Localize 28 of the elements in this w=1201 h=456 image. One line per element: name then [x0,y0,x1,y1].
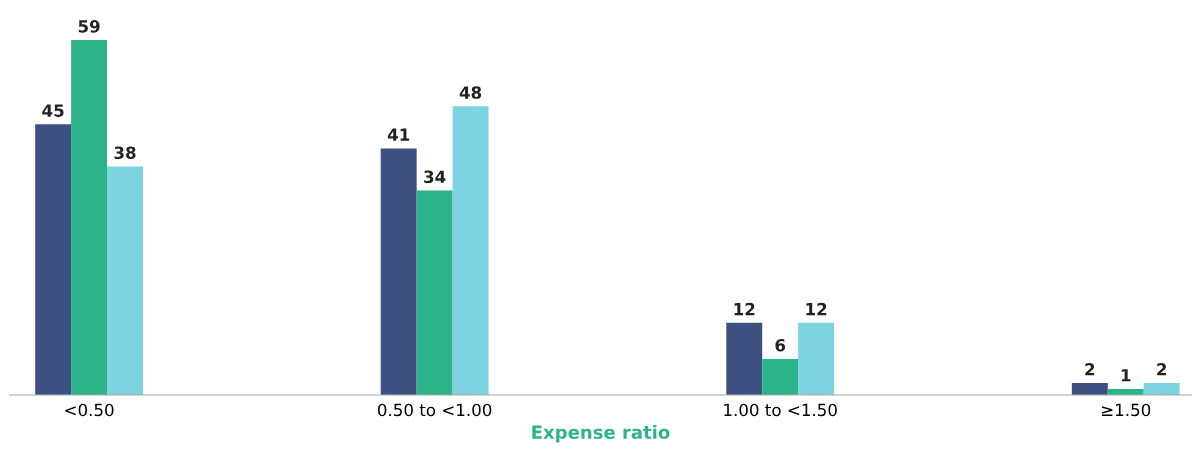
data-label: 12 [806,302,827,316]
data-label: 6 [775,338,786,352]
bar [380,148,417,395]
data-label: 41 [387,128,410,141]
bar [35,124,72,395]
x-axis-title: Expense ratio [532,425,670,443]
data-label: 38 [114,146,136,160]
x-tick-label: ≥1.50 [1101,403,1151,417]
bar [1143,382,1180,395]
bar [762,358,799,395]
bar [71,40,108,395]
bar [452,106,489,395]
data-label: 2 [1157,362,1167,376]
data-label: 2 [1085,362,1095,376]
data-label: 45 [42,104,64,117]
data-label: 48 [459,86,482,99]
x-tick-label: 1.00 to <1.50 [724,403,837,417]
data-label: 59 [78,20,100,33]
bar [1071,382,1108,395]
data-label: 34 [424,170,446,184]
data-label: 12 [734,302,755,316]
bar [416,190,453,395]
bar [107,166,143,395]
x-tick-label: 0.50 to <1.00 [377,403,492,417]
bar [726,322,763,395]
bar [798,322,835,395]
data-label: 1 [1121,369,1131,382]
x-tick-label: <0.50 [65,403,114,417]
